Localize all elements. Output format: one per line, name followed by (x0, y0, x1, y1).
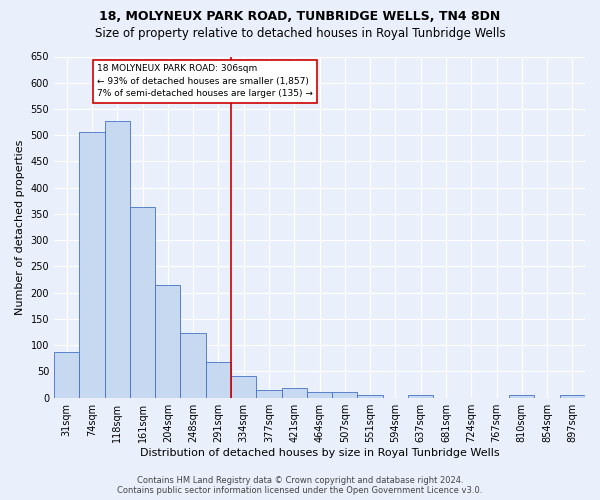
Text: Size of property relative to detached houses in Royal Tunbridge Wells: Size of property relative to detached ho… (95, 28, 505, 40)
Bar (54, 352, 79, 398)
X-axis label: Distribution of detached houses by size in Royal Tunbridge Wells: Distribution of detached houses by size … (140, 448, 499, 458)
Bar (181, 332, 206, 398)
Text: 18 MOLYNEUX PARK ROAD: 306sqm
← 93% of detached houses are smaller (1,857)
7% of: 18 MOLYNEUX PARK ROAD: 306sqm ← 93% of d… (97, 64, 313, 98)
Bar (307, 392, 332, 398)
Bar (79, 132, 104, 398)
Bar (231, 376, 256, 398)
Bar (509, 395, 535, 398)
Bar (104, 120, 130, 398)
Bar (256, 390, 281, 398)
Bar (281, 388, 307, 398)
Bar (206, 362, 231, 398)
Text: 18, MOLYNEUX PARK ROAD, TUNBRIDGE WELLS, TN4 8DN: 18, MOLYNEUX PARK ROAD, TUNBRIDGE WELLS,… (100, 10, 500, 23)
Bar (560, 395, 585, 398)
Bar (408, 395, 433, 398)
Text: Contains HM Land Registry data © Crown copyright and database right 2024.
Contai: Contains HM Land Registry data © Crown c… (118, 476, 482, 495)
Y-axis label: Number of detached properties: Number of detached properties (15, 140, 25, 315)
Bar (332, 392, 358, 398)
Bar (155, 286, 181, 398)
Bar (358, 395, 383, 398)
Bar (130, 207, 155, 398)
